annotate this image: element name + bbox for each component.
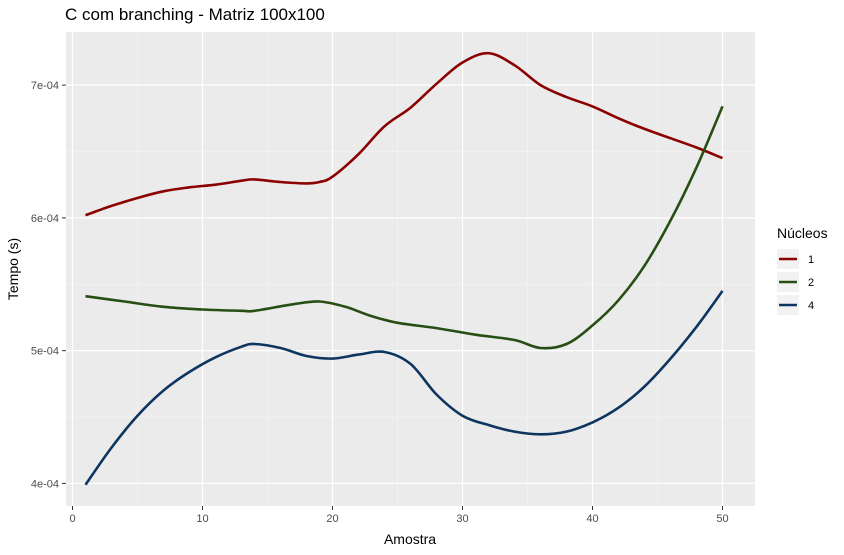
legend-label-2: 2 [808, 277, 814, 289]
y-tick-label: 4e-04 [31, 478, 59, 490]
x-tick-label: 30 [456, 513, 468, 525]
x-tick-label: 20 [326, 513, 338, 525]
y-tick-label: 5e-04 [31, 346, 59, 358]
series-line-2 [85, 105, 724, 350]
x-axis-title: Amostra [384, 531, 436, 547]
y-tick-label: 7e-04 [31, 80, 59, 92]
series-lines [84, 51, 724, 486]
y-axis-title: Tempo (s) [5, 238, 21, 300]
plot-panel [66, 32, 755, 506]
x-tick-label: 40 [586, 513, 598, 525]
legend-label-4: 4 [808, 300, 814, 312]
legend: Núcleos 1 2 4 [777, 225, 828, 315]
grid-minor [66, 32, 755, 506]
grid-major [66, 32, 755, 506]
x-tick-label: 0 [69, 513, 75, 525]
series-line-4 [84, 290, 724, 486]
legend-title: Núcleos [777, 225, 828, 241]
y-axis: 4e-04 5e-04 6e-04 7e-04 [31, 80, 66, 490]
x-tick-label: 10 [196, 513, 208, 525]
chart-title: C com branching - Matriz 100x100 [65, 5, 325, 24]
series-line-1 [85, 51, 723, 217]
legend-label-1: 1 [808, 254, 814, 266]
x-axis: 0 10 20 30 40 50 [69, 506, 729, 525]
x-tick-label: 50 [716, 513, 728, 525]
y-tick-label: 6e-04 [31, 213, 59, 225]
